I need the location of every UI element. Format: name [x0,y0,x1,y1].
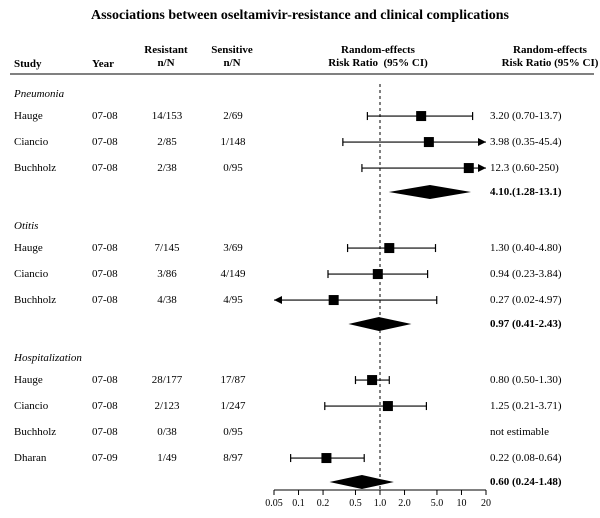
forest-plot: 0.05 0.1 0.2 0.5 1.0 2.0 5.0 10 20 [0,0,600,518]
svg-text:0.2: 0.2 [317,498,330,509]
svg-text:1.0: 1.0 [374,498,387,509]
svg-text:0.5: 0.5 [349,498,362,509]
svg-text:5.0: 5.0 [431,498,444,509]
svg-text:2.0: 2.0 [398,498,411,509]
svg-text:10: 10 [456,498,466,509]
svg-text:20: 20 [481,498,491,509]
svg-text:0.05: 0.05 [265,498,283,509]
svg-text:0.1: 0.1 [292,498,305,509]
